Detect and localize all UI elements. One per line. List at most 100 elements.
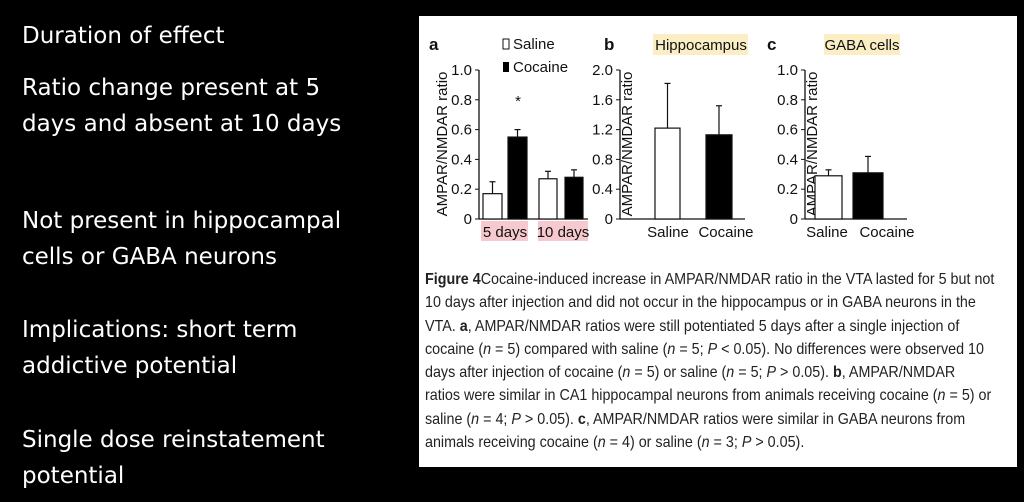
- bullet-text: Implications: short term: [22, 317, 298, 343]
- bullet-text: Single dose reinstatement: [22, 427, 325, 453]
- panel-label: a: [429, 35, 439, 54]
- caption-text: > 0.05).: [520, 410, 578, 428]
- caption-line: days after injection of cocaine (n = 5) …: [425, 361, 1016, 384]
- caption-text: P: [707, 340, 718, 358]
- chart-title: GABA cells: [824, 37, 899, 54]
- bullet-text: potential: [22, 463, 125, 489]
- caption-text: = 5) or: [945, 387, 992, 405]
- caption-line: saline (n = 4; P > 0.05). c, AMPAR/NMDAR…: [425, 408, 1016, 431]
- caption-text: n: [471, 410, 480, 428]
- y-tick-label: 2.0: [592, 62, 613, 79]
- caption-text: , AMPAR/NMDAR ratios were still potentia…: [467, 317, 960, 335]
- caption-text: P: [766, 364, 777, 382]
- caption-line: VTA. a, AMPAR/NMDAR ratios were still po…: [425, 315, 1016, 338]
- caption-text: a: [459, 317, 468, 335]
- x-category-label: Cocaine: [698, 224, 753, 241]
- caption-text: < 0.05). No differences were observed 10: [717, 340, 984, 358]
- caption-text: > 0.05).: [751, 434, 805, 452]
- legend-cocaine-label: Cocaine: [513, 59, 568, 76]
- y-tick-label: 0.4: [592, 181, 613, 198]
- caption-text: = 5) compared with saline (: [491, 340, 668, 358]
- caption-text: n: [597, 434, 606, 452]
- x-category-label: 5 days: [483, 224, 527, 241]
- caption-text: = 5;: [675, 340, 708, 358]
- y-tick-label: 1.0: [451, 62, 472, 79]
- caption-text: n: [701, 434, 710, 452]
- caption-line: 10 days after injection and did not occu…: [425, 291, 1016, 314]
- caption-text: P: [511, 410, 521, 428]
- x-category-label: 10 days: [537, 224, 590, 241]
- bullet-text: addictive potential: [22, 353, 238, 379]
- y-tick-label: 0: [605, 211, 613, 228]
- y-tick-label: 0.6: [777, 122, 798, 139]
- bullet-text: Ratio change present at 5: [22, 75, 321, 101]
- saline-bar: [482, 193, 503, 220]
- legend-saline-label: Saline: [513, 36, 555, 53]
- y-tick-label: 0.4: [451, 151, 472, 168]
- x-category-label: Saline: [806, 224, 848, 241]
- category-highlight: [538, 221, 588, 241]
- caption-text: n: [667, 340, 676, 358]
- caption-text: , AMPAR/NMDAR ratios were similar in GAB…: [585, 410, 966, 428]
- caption-text: cocaine (: [425, 340, 484, 358]
- caption-text: Cocaine-induced increase in AMPAR/NMDAR …: [480, 271, 995, 288]
- caption-line: animals receiving cocaine (n = 4) or sal…: [425, 431, 1016, 454]
- caption-text: , AMPAR/NMDAR: [841, 364, 956, 382]
- y-axis-label: AMPAR/NMDAR ratio: [619, 72, 636, 217]
- cocaine-bar: [852, 172, 884, 220]
- y-tick-label: 0.8: [592, 151, 613, 168]
- caption-text: c: [577, 410, 586, 428]
- significance-asterisk: *: [515, 93, 521, 110]
- y-tick-label: 0.2: [777, 181, 798, 198]
- bullet-text: Not present in hippocampal: [22, 208, 342, 234]
- caption-text: = 4;: [479, 410, 512, 428]
- y-tick-label: 0.2: [451, 181, 472, 198]
- caption-text: n: [622, 364, 631, 382]
- figure-caption: Figure 4Cocaine-induced increase in AMPA…: [425, 268, 1016, 454]
- bullet-text: Duration of effect: [22, 23, 225, 49]
- y-axis-label: AMPAR/NMDAR ratio: [434, 72, 451, 217]
- title-highlight: [653, 34, 748, 55]
- cocaine-bar: [564, 176, 584, 220]
- caption-text: b: [832, 364, 842, 382]
- saline-bar: [538, 178, 558, 220]
- caption-text: 10 days after injection and did not occu…: [425, 294, 976, 312]
- y-tick-label: 1.0: [777, 62, 798, 79]
- caption-text: n: [726, 364, 735, 382]
- category-highlight: [481, 221, 528, 241]
- y-tick-label: 0: [790, 211, 798, 228]
- panel-label: c: [767, 35, 776, 54]
- saline-bar: [814, 175, 843, 220]
- caption-text: VTA.: [425, 317, 460, 335]
- caption-text: saline (: [425, 410, 472, 428]
- caption-line: Figure 4Cocaine-induced increase in AMPA…: [425, 268, 1016, 291]
- caption-text: Figure 4: [425, 271, 481, 288]
- figure-panel: [419, 16, 1017, 467]
- caption-text: n: [937, 387, 946, 405]
- panel-label: b: [604, 35, 614, 54]
- y-tick-label: 1.6: [592, 92, 613, 109]
- caption-text: P: [741, 434, 752, 452]
- caption-text: = 4) or saline (: [605, 434, 702, 452]
- cocaine-bar: [705, 134, 733, 220]
- legend-cocaine-swatch: [503, 62, 509, 72]
- caption-line: ratios were similar in CA1 hippocampal n…: [425, 384, 1016, 407]
- caption-text: > 0.05).: [776, 364, 833, 382]
- x-category-label: Cocaine: [859, 224, 914, 241]
- y-tick-label: 1.2: [592, 122, 613, 139]
- x-category-label: Saline: [647, 224, 689, 241]
- legend-saline-swatch: [502, 38, 510, 50]
- y-tick-label: 0.8: [451, 92, 472, 109]
- caption-text: = 5) or saline (: [630, 364, 727, 382]
- y-tick-label: 0.8: [777, 92, 798, 109]
- caption-text: n: [483, 340, 492, 358]
- bullet-text: cells or GABA neurons: [22, 244, 277, 270]
- caption-text: ratios were similar in CA1 hippocampal n…: [425, 387, 938, 405]
- y-tick-label: 0.4: [777, 151, 798, 168]
- saline-bar: [654, 127, 681, 220]
- y-tick-label: 0: [464, 211, 472, 228]
- title-highlight: [824, 34, 900, 55]
- caption-text: animals receiving cocaine (: [425, 434, 598, 452]
- chart-title: Hippocampus: [655, 37, 747, 54]
